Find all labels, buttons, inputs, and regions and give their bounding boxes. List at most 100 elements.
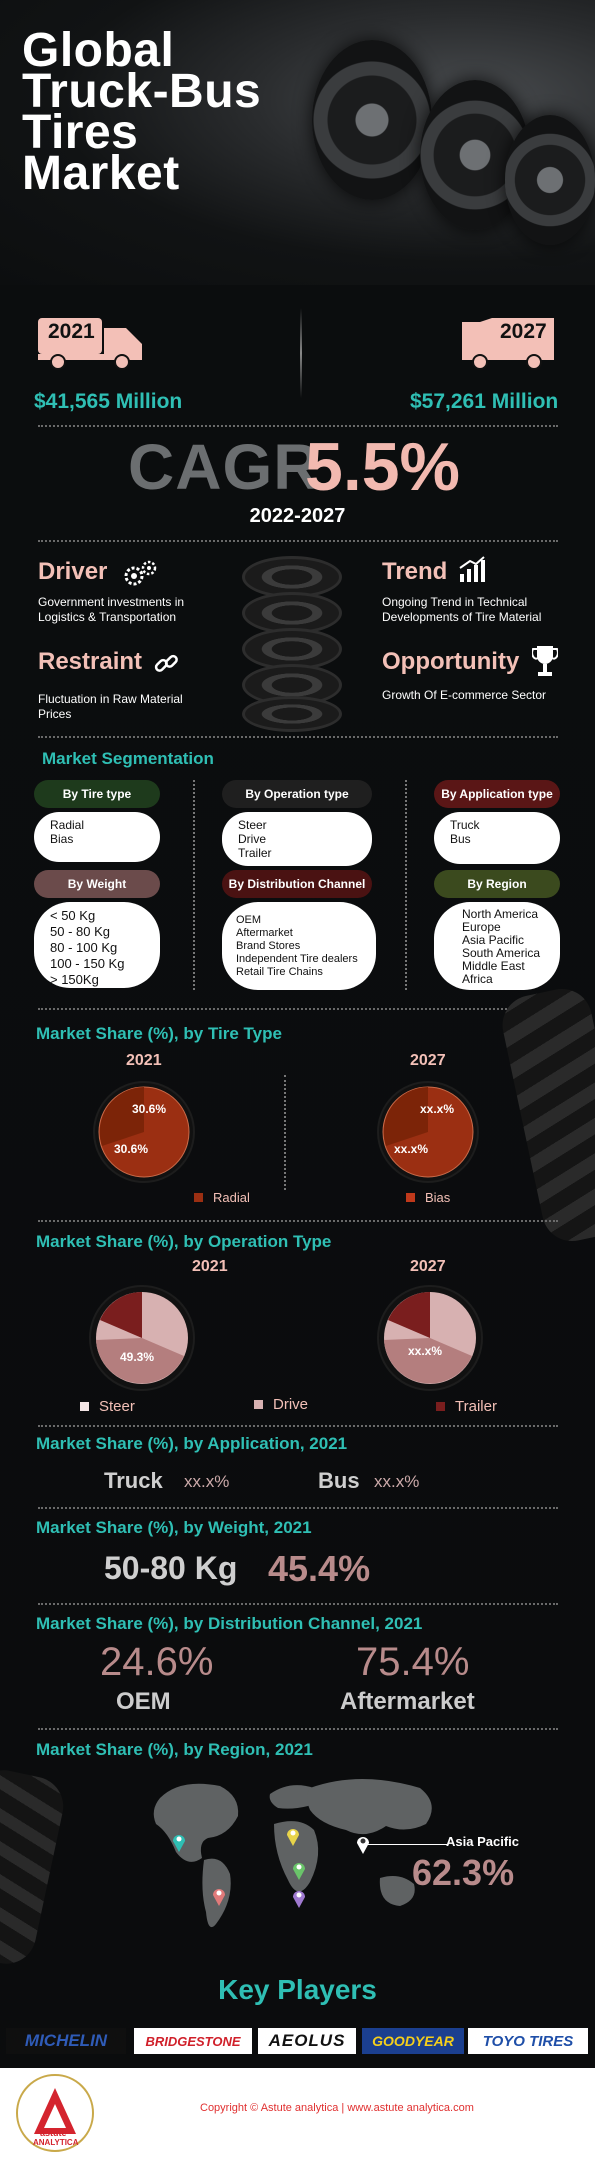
operation-pie-2027-label: xx.x%	[408, 1344, 443, 1358]
map-pin-south-america	[213, 1889, 225, 1906]
operation-year-a: 2021	[192, 1258, 228, 1275]
restraint-title: Restraint	[38, 648, 143, 675]
center-divider	[300, 308, 302, 398]
box-distribution: OEM Aftermarket Brand Stores Independent Ti…	[222, 902, 376, 990]
tire-type-title: Market Share (%), by Tire Type	[36, 1024, 282, 1043]
tire-type-pie-2021	[93, 1081, 195, 1183]
footer-bar	[0, 2068, 595, 2157]
logo-michelin: MICHELIN	[6, 2028, 126, 2054]
logo-aeolus: AEOLUS	[258, 2028, 356, 2054]
tire-type-pie-2027-label-2: xx.x%	[394, 1142, 429, 1156]
astute-logo-icon	[16, 2074, 94, 2152]
cagr-period: 2022-2027	[249, 505, 346, 527]
box-region: North America Europe Asia Pacific South Ame…	[434, 902, 560, 990]
logo-bridgestone: BRIDGESTONE	[134, 2028, 252, 2054]
legend-radial-swatch	[194, 1193, 203, 1202]
tire-type-pie-2021-label-2: 30.6%	[114, 1142, 149, 1156]
region-name: Asia Pacific	[446, 1834, 519, 1849]
value-end: $57,261 Million	[410, 390, 559, 413]
operation-pie-2021	[89, 1285, 195, 1391]
legend-bias: Bias	[406, 1190, 450, 1205]
copyright: Copyright © Astute analytica | www.astut…	[200, 2102, 474, 2114]
tire-type-year-a: 2021	[126, 1052, 162, 1069]
pill-weight: By Weight	[34, 870, 160, 898]
map-pin-middle-east	[293, 1863, 305, 1880]
map-pin-north-america	[173, 1835, 185, 1852]
legend-drive-swatch	[254, 1400, 263, 1409]
legend-trailer-swatch	[436, 1402, 445, 1411]
divider-8	[38, 1603, 558, 1605]
operation-year-b: 2027	[410, 1258, 446, 1275]
application-truck: Truck	[104, 1468, 163, 1493]
tire-type-pie-2027	[377, 1081, 479, 1183]
channel-after: Aftermarket	[340, 1688, 475, 1715]
channel-oem: OEM	[116, 1688, 171, 1715]
seg-divider-2	[405, 780, 407, 990]
legend-steer-swatch	[80, 1402, 89, 1411]
application-title: Market Share (%), by Application, 2021	[36, 1434, 348, 1453]
tire-stack-1	[242, 556, 342, 598]
logo-toyo: TOYO TIRES	[468, 2028, 588, 2054]
pill-application-type: By Application type	[434, 780, 560, 808]
region-title: Market Share (%), by Region, 2021	[36, 1740, 313, 1759]
box-tire-type: Radial Bias	[34, 812, 160, 862]
weight-value: 45.4%	[268, 1548, 371, 1589]
restraint-text: Fluctuation in Raw Material Prices	[38, 692, 183, 721]
truck-wheel-3	[505, 115, 595, 245]
pill-distribution: By Distribution Channel	[222, 870, 372, 898]
application-bus-value: xx.x%	[374, 1472, 420, 1491]
map-pin-europe	[287, 1829, 299, 1846]
value-start: $41,565 Million	[34, 390, 183, 413]
trophy-icon	[532, 646, 558, 676]
logo-goodyear: GOODYEAR	[362, 2028, 464, 2054]
world-map	[153, 1779, 432, 1928]
legend-drive: Drive	[254, 1396, 308, 1413]
opportunity-title: Opportunity	[382, 648, 520, 675]
divider-3	[38, 736, 558, 738]
channel-title: Market Share (%), by Distribution Channe…	[36, 1614, 423, 1633]
tire-type-pie-2021-label-1: 30.6%	[132, 1102, 167, 1116]
box-application-type: Truck Bus	[434, 812, 560, 864]
divider-1	[38, 425, 558, 427]
legend-trailer: Trailer	[436, 1398, 497, 1415]
truck-icon-left	[38, 318, 142, 370]
region-value: 62.3%	[412, 1852, 515, 1893]
year-start: 2021	[48, 320, 95, 343]
segmentation-title: Market Segmentation	[42, 749, 214, 768]
broken-link-icon	[154, 654, 178, 672]
weight-segment: 50-80 Kg	[104, 1550, 238, 1586]
truck-icon-right	[462, 318, 554, 370]
map-pin-asia-pacific	[357, 1837, 369, 1854]
truck-wheel-1	[312, 40, 432, 200]
tire-type-year-b: 2027	[410, 1052, 446, 1069]
pill-tire-type: By Tire type	[34, 780, 160, 808]
bar-chart-icon	[459, 556, 485, 582]
tire-stack-3	[242, 628, 342, 670]
driver-title: Driver	[38, 558, 108, 585]
legend-bias-swatch	[406, 1193, 415, 1202]
box-operation-type: Steer Drive Trailer	[222, 812, 372, 866]
astute-brand-sub: ANALYTICA	[33, 2138, 79, 2147]
tire-type-pie-2027-label-1: xx.x%	[420, 1102, 455, 1116]
cagr-value: 5.5%	[305, 429, 460, 505]
application-truck-value: xx.x%	[184, 1472, 230, 1491]
tire-stack-5	[242, 696, 342, 732]
operation-title: Market Share (%), by Operation Type	[36, 1232, 332, 1251]
box-weight: < 50 Kg 50 - 80 Kg 80 - 100 Kg 100 - 150 Kg…	[34, 902, 160, 988]
driver-text: Government investments in Logistics & Tr…	[38, 595, 185, 624]
pill-operation-type: By Operation type	[222, 780, 372, 808]
map-pin-africa	[293, 1891, 305, 1908]
channel-after-value: 75.4%	[356, 1640, 470, 1684]
legend-steer: Steer	[80, 1398, 135, 1415]
cagr-label: CAGR	[128, 431, 321, 503]
tire-decoration-right	[496, 983, 595, 1247]
trend-text: Ongoing Trend in Technical Developments …	[382, 595, 542, 624]
divider-2	[38, 540, 558, 542]
divider-6	[38, 1425, 558, 1427]
astute-brand: astute	[40, 2128, 67, 2138]
tire-type-divider	[284, 1075, 286, 1190]
divider-7	[38, 1507, 558, 1509]
legend-radial: Radial	[194, 1190, 250, 1205]
year-end: 2027	[500, 320, 547, 343]
